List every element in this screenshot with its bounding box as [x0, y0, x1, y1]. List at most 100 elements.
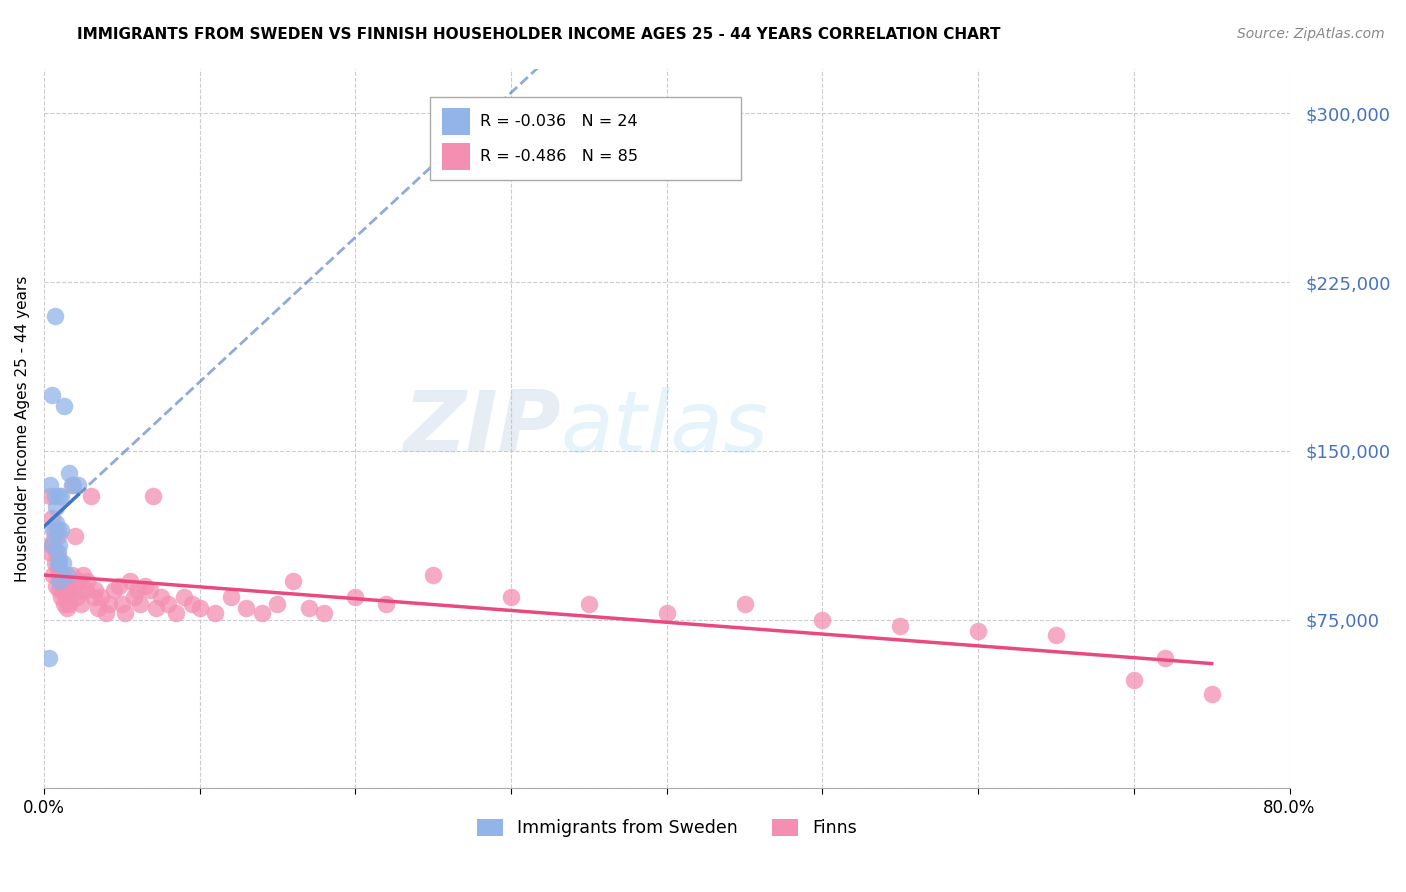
Point: [118, 574, 141, 589]
Point: [48, 556, 70, 570]
Point: [52, 556, 75, 570]
Point: [76, 574, 98, 589]
Point: [48, 489, 70, 503]
Point: [53, 399, 76, 413]
Point: [49, 574, 72, 589]
Point: [59, 583, 82, 598]
Point: [90, 590, 112, 604]
Point: [58, 597, 80, 611]
Point: [45, 500, 67, 514]
Point: [375, 597, 398, 611]
Point: [46, 523, 69, 537]
Point: [578, 597, 600, 611]
Point: [129, 597, 152, 611]
Point: [56, 567, 79, 582]
Point: [45, 579, 67, 593]
Point: [1154, 650, 1177, 665]
Point: [42, 533, 65, 548]
Point: [45, 516, 67, 530]
Point: [44, 489, 66, 503]
Point: [1045, 628, 1067, 642]
Point: [65, 590, 87, 604]
Point: [165, 606, 187, 620]
Point: [149, 590, 172, 604]
Point: [48, 583, 70, 598]
Point: [83, 590, 105, 604]
Point: [1122, 673, 1144, 688]
Point: [967, 624, 990, 638]
Text: R = -0.036   N = 24: R = -0.036 N = 24: [479, 114, 637, 129]
Point: [70, 597, 93, 611]
Text: ZIP: ZIP: [404, 387, 561, 470]
Point: [56, 583, 79, 598]
Point: [266, 597, 288, 611]
Point: [60, 567, 83, 582]
Point: [53, 579, 76, 593]
Point: [52, 567, 75, 582]
Point: [63, 529, 86, 543]
Point: [38, 545, 60, 559]
Point: [46, 545, 69, 559]
Point: [180, 597, 202, 611]
Point: [41, 538, 63, 552]
Point: [42, 567, 65, 582]
Legend: Immigrants from Sweden, Finns: Immigrants from Sweden, Finns: [470, 812, 863, 844]
Point: [734, 597, 756, 611]
Point: [75, 583, 97, 598]
Point: [157, 597, 180, 611]
Point: [499, 590, 522, 604]
Point: [281, 574, 304, 589]
Text: atlas: atlas: [561, 387, 769, 470]
Point: [48, 538, 70, 552]
Point: [134, 579, 156, 593]
Point: [314, 606, 336, 620]
Point: [297, 601, 319, 615]
Point: [142, 489, 165, 503]
Point: [122, 590, 145, 604]
Point: [173, 590, 195, 604]
Point: [56, 601, 79, 615]
Point: [44, 523, 66, 537]
FancyBboxPatch shape: [430, 97, 741, 180]
Point: [235, 601, 257, 615]
Point: [139, 583, 162, 598]
Text: Source: ZipAtlas.com: Source: ZipAtlas.com: [1237, 27, 1385, 41]
Y-axis label: Householder Income Ages 25 - 44 years: Householder Income Ages 25 - 44 years: [15, 275, 30, 582]
Point: [46, 529, 69, 543]
Point: [49, 489, 72, 503]
Point: [46, 556, 69, 570]
Point: [204, 606, 226, 620]
Point: [48, 574, 70, 589]
Point: [67, 477, 90, 491]
Point: [79, 489, 101, 503]
Point: [72, 567, 94, 582]
Point: [103, 583, 125, 598]
FancyBboxPatch shape: [443, 108, 470, 136]
Text: IMMIGRANTS FROM SWEDEN VS FINNISH HOUSEHOLDER INCOME AGES 25 - 44 YEARS CORRELAT: IMMIGRANTS FROM SWEDEN VS FINNISH HOUSEH…: [77, 27, 1001, 42]
Point: [39, 477, 62, 491]
Point: [41, 387, 63, 401]
Point: [58, 467, 80, 481]
Point: [127, 583, 149, 598]
Point: [58, 579, 80, 593]
Point: [219, 590, 242, 604]
Point: [87, 601, 110, 615]
Point: [49, 590, 72, 604]
Point: [55, 590, 77, 604]
Point: [60, 477, 83, 491]
Point: [889, 619, 911, 633]
Point: [48, 551, 70, 566]
Point: [48, 567, 70, 582]
Point: [49, 523, 72, 537]
Point: [344, 590, 367, 604]
Point: [69, 583, 91, 598]
Point: [96, 606, 118, 620]
Point: [62, 477, 84, 491]
Point: [1201, 687, 1223, 701]
Point: [55, 574, 77, 589]
Point: [114, 606, 136, 620]
Point: [38, 650, 60, 665]
Point: [98, 597, 121, 611]
Point: [41, 511, 63, 525]
Point: [111, 597, 134, 611]
